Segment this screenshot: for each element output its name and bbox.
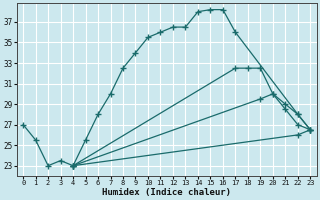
X-axis label: Humidex (Indice chaleur): Humidex (Indice chaleur): [102, 188, 231, 197]
